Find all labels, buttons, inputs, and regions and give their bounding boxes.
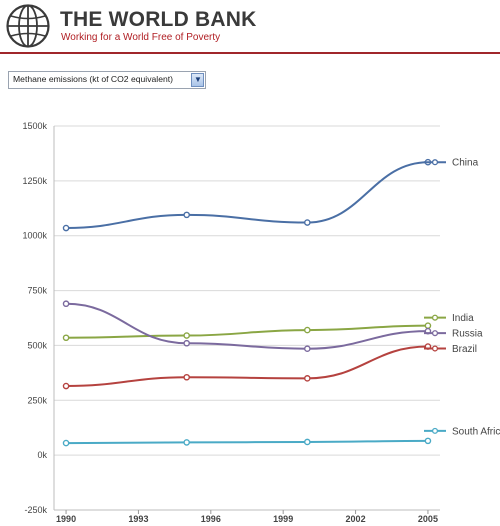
data-point	[424, 437, 432, 445]
legend-label: China	[452, 158, 479, 169]
y-tick-label: 500k	[27, 340, 47, 350]
series-line	[66, 324, 428, 339]
brand-tagline: Working for a World Free of Poverty	[61, 32, 221, 43]
legend-label: South Africa	[452, 426, 500, 437]
data-point	[304, 438, 311, 446]
series-line	[66, 161, 428, 230]
x-tick-label: 1999	[273, 514, 293, 524]
y-tick-label: 750k	[27, 286, 47, 296]
indicator-select-dropdown-button[interactable]: ▼	[191, 73, 204, 87]
x-tick-label: 1996	[201, 514, 221, 524]
y-tick-label: -250k	[24, 505, 47, 515]
data-point	[62, 382, 70, 390]
data-point	[62, 334, 70, 342]
y-tick-label: 1500k	[22, 121, 47, 131]
data-point	[424, 322, 432, 329]
x-tick-label: 1990	[56, 514, 76, 524]
chevron-down-icon: ▼	[194, 75, 202, 84]
legend-swatch-marker	[431, 159, 439, 166]
data-point	[304, 326, 311, 334]
x-tick-label: 2005	[418, 514, 438, 524]
header-divider	[0, 52, 500, 54]
legend-label: Brazil	[452, 344, 477, 355]
y-tick-label: 0k	[37, 450, 47, 460]
legend-label: Russia	[452, 329, 483, 340]
series-line	[66, 439, 428, 445]
data-point	[183, 332, 190, 339]
brand-title: THE WORLD BANK	[60, 8, 257, 31]
methane-emissions-chart: 1500k 1250k 1000k 750k 500k 250k 0k -250k 1990 19…	[22, 121, 500, 524]
y-tick-label: 1250k	[22, 176, 47, 186]
data-point	[183, 339, 190, 347]
y-tick-label: 250k	[27, 395, 47, 405]
data-point	[183, 373, 190, 381]
y-tick-label: 1000k	[22, 231, 47, 241]
data-point	[62, 300, 70, 308]
x-tick-label: 1993	[128, 514, 148, 524]
data-point	[183, 439, 190, 446]
series-line	[66, 302, 428, 350]
legend-swatch-marker	[431, 314, 439, 321]
data-point	[62, 224, 70, 232]
data-point	[62, 439, 70, 447]
series-line	[66, 345, 428, 388]
legend-swatch-marker	[431, 427, 439, 434]
data-point	[304, 219, 311, 226]
indicator-select[interactable]: Methane emissions (kt of CO2 equivalent)…	[8, 71, 206, 89]
x-tick-label: 2002	[346, 514, 366, 524]
data-point	[183, 211, 190, 219]
indicator-select-value: Methane emissions (kt of CO2 equivalent)	[13, 74, 174, 84]
legend-label: India	[452, 313, 474, 324]
site-header: THE WORLD BANK Working for a World Free …	[0, 0, 500, 52]
data-point	[304, 345, 311, 353]
legend-swatch-marker	[431, 330, 439, 337]
data-point	[304, 375, 311, 382]
legend-swatch-marker	[431, 345, 439, 352]
world-bank-logo-icon	[6, 4, 50, 48]
